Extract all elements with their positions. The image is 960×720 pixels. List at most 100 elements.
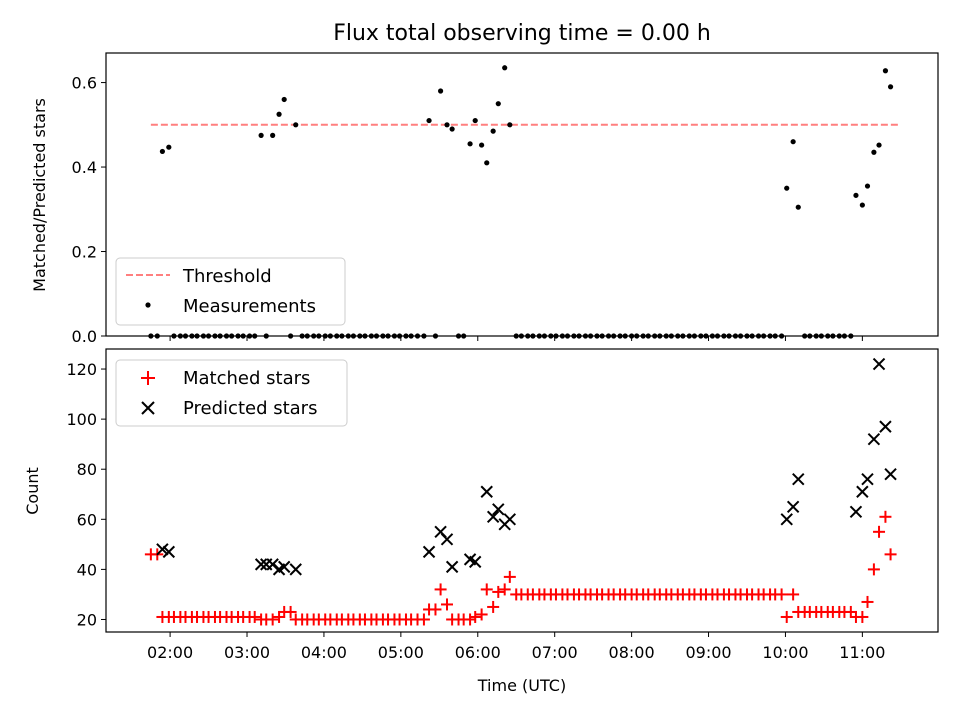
bottom-y-tick-label: 40 [77,560,97,579]
top-y-tick-label: 0.2 [72,243,97,262]
predicted-star-point [156,543,169,556]
predicted-star-point [422,545,436,559]
predicted-star-point [780,513,793,526]
bottom-y-tick-label: 20 [77,610,97,629]
measurement-point [502,65,508,71]
measurement-point [790,139,796,145]
predicted-star-point [503,513,517,526]
matched-star-point [884,548,897,561]
bottom-y-tick-label: 60 [77,510,97,529]
matched-star-point [775,588,788,601]
predicted-star-point [469,555,482,569]
matched-star-point [469,610,482,623]
x-tick-label: 11:00 [839,643,885,662]
top-y-tick-label: 0.0 [72,327,97,346]
measurement-point [507,122,513,128]
x-tick-label: 10:00 [762,643,808,662]
top-y-tick-label: 0.4 [72,158,97,177]
bottom-y-tick-label: 120 [66,360,97,379]
measurement-point [293,122,299,128]
top-panel: 0.0 0.2 0.4 0.6 Matched/Predicted stars Thr… [30,52,939,346]
measurement-point [882,68,889,74]
predicted-star-point [872,357,886,371]
bottom-y-axis-label: Count [23,467,42,515]
measurement-point [449,126,455,132]
matched-star-point [441,598,454,611]
top-y-axis: 0.0 0.2 0.4 0.6 [72,74,106,346]
matched-star-point [487,600,500,613]
matched-star-point [780,610,793,623]
predicted-star-point [254,558,268,571]
bottom-axes-frame [105,348,939,633]
chart-title: Flux total observing time = 0.00 h [333,21,711,46]
measurement-point [437,88,444,94]
matched-star-point [429,603,442,616]
bottom-legend: Matched stars Predicted stars [115,359,348,427]
x-tick-label: 09:00 [685,643,731,662]
predicted-star-point [879,420,892,433]
matched-star-point [434,583,447,596]
predicted-star-point [492,503,505,516]
measurement-point [784,185,790,191]
x-tick-label: 06:00 [455,643,501,662]
bottom-y-axis: 20 40 60 80 100 120 [66,360,106,629]
top-y-axis-label: Matched/Predicted stars [30,98,49,292]
matched-star-point [861,595,874,608]
predicted-star-point [849,505,863,518]
measurement-point [859,202,865,208]
measurement-point [281,96,287,103]
legend-matched-swatch [141,371,155,385]
measurement-point [876,142,882,148]
bottom-legend-box [115,359,348,427]
legend-measurements-label: Measurements [183,296,316,317]
matched-star-point [475,608,488,621]
predicted-star-point [856,485,869,498]
matched-star-point [873,525,886,538]
predicted-star-point [480,485,493,498]
legend-predicted-swatch [141,401,155,415]
legend-matched-label: Matched stars [183,368,310,389]
measurement-point [472,117,478,124]
matched-star-point [464,613,477,626]
matched-star-point [417,613,430,626]
predicted-star-point [861,473,874,486]
measurement-point [490,128,496,134]
measurement-point [853,192,859,198]
x-tick-label: 02:00 [147,643,193,662]
predicted-star-point [786,500,800,513]
top-axes-frame [105,52,939,337]
x-tick-label: 03:00 [224,643,270,662]
matched-star-point [787,588,800,601]
measurement-point [467,141,473,147]
top-x-axis [169,336,863,341]
measurement-point [887,84,894,90]
top-legend: Threshold Measurements [115,257,346,326]
predicted-star-point [884,468,897,481]
measurement-point [864,183,871,189]
legend-threshold-label: Threshold [182,266,272,287]
predicted-star-point [486,510,500,524]
bottom-plot-area [144,357,897,626]
predicted-star-point [277,560,291,574]
x-tick-label: 04:00 [301,643,347,662]
matched-star-point [856,610,869,623]
predicted-star-point [289,563,302,576]
bottom-panel: 20 40 60 80 100 120 02:00 03:00 04:00 05:00 06:00… [23,348,939,695]
measurement-point [159,148,166,155]
predicted-star-point [162,545,176,559]
matched-star-point [284,605,297,618]
measurement-point [166,144,172,150]
predicted-star-point [867,432,881,446]
measurement-point [270,132,276,138]
matched-star-point [266,613,279,626]
legend-predicted-label: Predicted stars [183,398,317,419]
matched-star-point [480,583,493,596]
measurement-point [479,142,485,148]
measurement-point [426,117,432,124]
x-tick-label: 08:00 [609,643,655,662]
x-tick-label: 07:00 [532,643,578,662]
bottom-x-axis: 02:00 03:00 04:00 05:00 06:00 07:00 08:00 09:00… [147,632,885,662]
predicted-star-point [792,473,805,486]
measurement-point [258,132,264,138]
